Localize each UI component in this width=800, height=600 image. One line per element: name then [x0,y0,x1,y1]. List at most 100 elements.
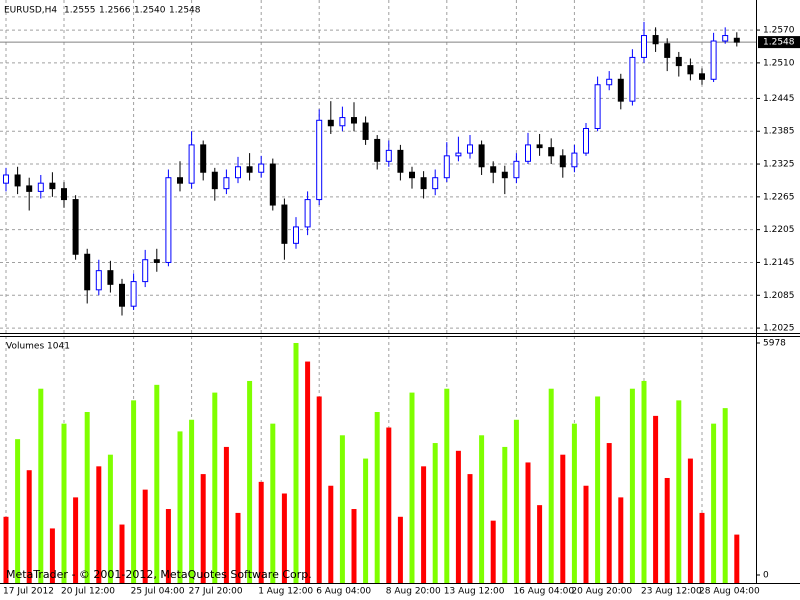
candle-body [501,171,508,179]
header-low: 1.2540 [134,6,166,16]
candle-body [26,185,33,192]
x-tick-label: 1 Aug 12:00 [258,587,313,597]
y-tick-label: 1.2385 [763,127,795,137]
candle-body [513,160,520,179]
volume-bar [653,415,659,583]
candle-body [617,78,624,102]
volume-bar [235,512,241,583]
volume-bar [629,388,635,583]
volume-bar [258,481,264,583]
volume-bar [142,489,148,583]
current-price-box [758,36,800,49]
candle-body [443,155,450,179]
x-tick-label: 13 Aug 12:00 [444,587,505,597]
volume-bar [73,497,79,583]
volume-bar [455,450,461,583]
candle-body [258,163,265,173]
candle-body [606,78,613,86]
volume-bar [107,454,113,583]
volume-bar [479,435,485,583]
candle-body [84,253,91,291]
candle-body [687,65,694,75]
candle-body [641,35,647,58]
volume-bar [537,505,543,583]
volume-bar [363,458,369,583]
volume-bar [3,516,9,583]
y-tick-label: 5978 [763,339,786,349]
header-high: 1.2566 [99,6,131,16]
volume-bar [293,343,299,583]
x-tick-label: 20 Aug 20:00 [571,587,632,597]
candle-body [351,117,357,124]
volume-bar [15,439,21,583]
candle-body [177,177,183,184]
x-tick-label: 8 Aug 20:00 [386,587,441,597]
symbol: EURUSD,H4 [4,6,57,16]
candle-body [95,270,102,291]
candle-body [664,43,671,58]
volume-bar [722,408,728,583]
candle-body [200,144,207,173]
y-tick-label: 1.2025 [763,324,795,334]
marks [3,21,740,583]
candle-body [559,155,566,168]
axis: 1.2025 1.2085 1.2145 1.2205 1.2265 1.2325 1.23… [3,26,800,597]
header-close: 1.2548 [169,6,201,16]
candle-body [165,177,172,263]
candle-body [304,199,311,228]
volume-bar [421,466,427,583]
volume-title: Volumes 1041 [6,342,70,352]
volume-bar [26,470,32,583]
header-open: 1.2555 [64,6,96,16]
volume-bar [687,458,693,583]
candle-body [397,149,404,173]
volume-bar [119,524,125,583]
y-tick-label: 1.2085 [763,291,795,301]
candle-body [188,144,195,184]
volume-bar [676,400,682,583]
candle-body [281,204,288,244]
candle-body [339,117,346,127]
volume-bar [548,388,554,583]
volume-bar [699,512,705,583]
candle-body [385,149,392,162]
x-tick-label: 20 Jul 12:00 [61,587,115,597]
volume-bar [189,419,195,583]
candle-body [293,226,299,244]
volume-bar [84,412,90,583]
candle-body [119,283,125,307]
y-tick-label: 1.2325 [763,160,795,170]
current-price-label: 1.2548 [763,38,795,48]
y-tick-label: 1.2445 [763,94,795,104]
watermark: MetaTrader - © 2001-2012, MetaQuotes Sof… [6,568,312,581]
volume-bar [281,493,287,583]
candle-body [49,182,56,190]
volume-bar [606,443,612,583]
candle-body [583,127,589,154]
candle-body [629,56,636,102]
candle-body [223,177,230,190]
volume-bar [38,388,44,583]
volume-bar [664,477,670,583]
volume-bar [502,446,508,583]
candle-body [455,152,462,157]
volume-bar [61,423,67,583]
candle-body [362,122,369,140]
candle-body [594,84,601,129]
candle-body [536,144,543,149]
candle-body [710,40,717,80]
volume-bar [165,509,171,583]
candle-body [211,171,218,190]
candle-body [153,259,160,263]
y-tick-label: 0 [763,571,769,581]
volume-bar [223,446,229,583]
volume-bar [154,384,160,583]
x-tick-label: 27 Jul 20:00 [189,587,243,597]
volume-bar [386,427,392,583]
volume-bar [200,474,206,583]
volume-bar [432,443,438,583]
candle-body [733,37,740,43]
volume-bar [131,400,137,583]
